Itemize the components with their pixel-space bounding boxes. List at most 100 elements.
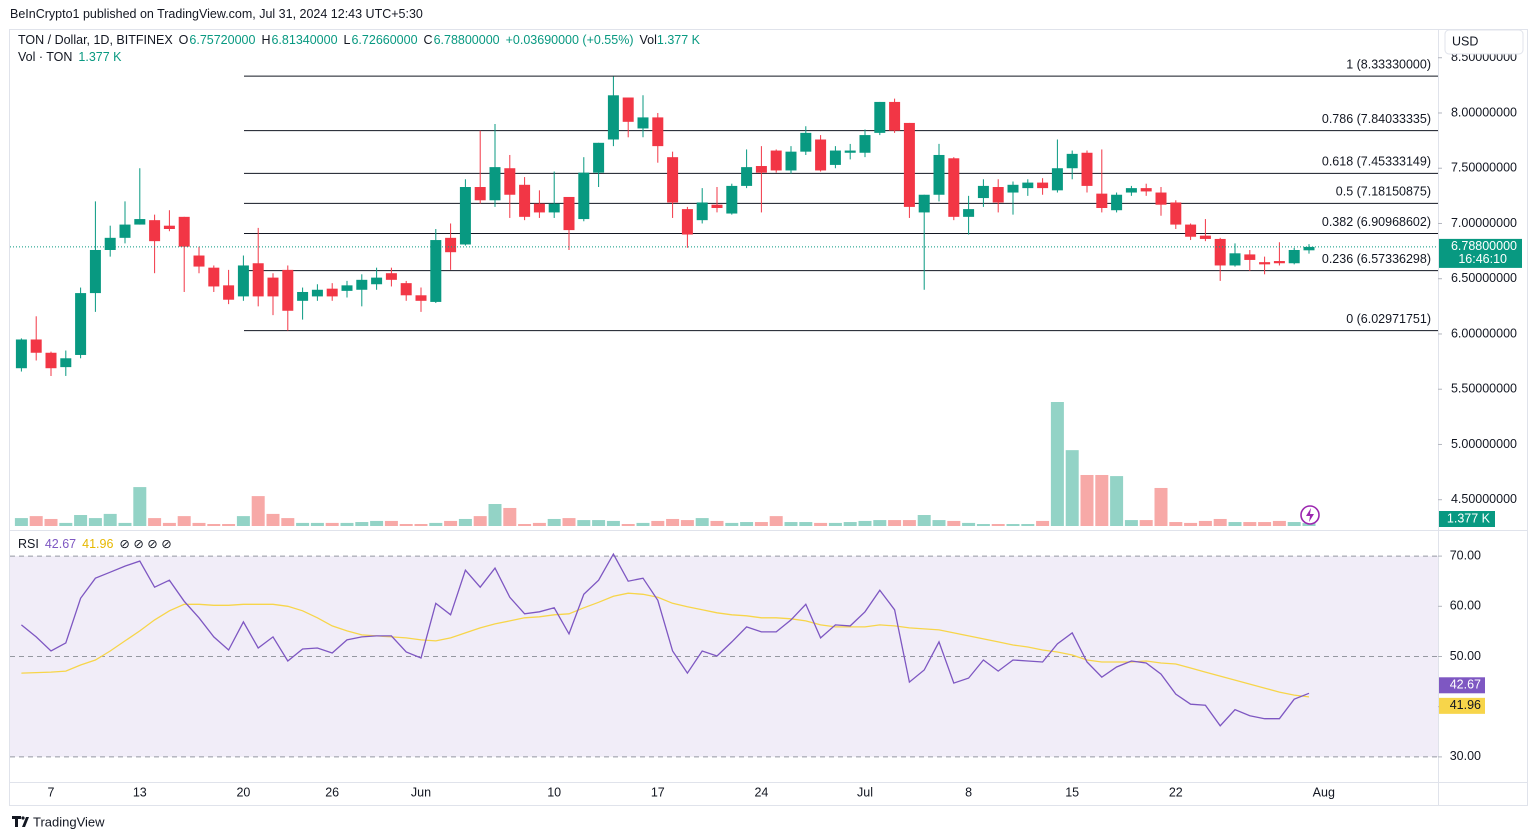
volume-bar	[1080, 474, 1094, 526]
volume-bar	[251, 496, 265, 526]
volume-bar	[843, 522, 857, 526]
candle-body	[415, 295, 427, 301]
candle-body	[1111, 194, 1123, 211]
volume-last: 1.377 K	[1447, 511, 1491, 525]
candle-body	[1303, 246, 1315, 251]
candle-body	[963, 209, 975, 217]
candle-body	[815, 139, 827, 171]
rsi-ma-value: 41.96	[82, 536, 114, 551]
volume-bar	[1036, 520, 1050, 526]
volume-bar	[162, 522, 176, 526]
candle-body	[504, 168, 516, 195]
brand-logo	[12, 816, 29, 827]
volume-bar	[902, 520, 916, 526]
candle-body	[30, 339, 42, 353]
candle-body	[681, 209, 693, 235]
currency-button[interactable]	[1444, 29, 1524, 55]
x-tick-label: 7	[48, 785, 55, 799]
candle-body	[45, 352, 57, 369]
candle-body	[1229, 253, 1241, 266]
candle-body	[1185, 224, 1197, 237]
y-tick-label: 6.50000000	[1451, 271, 1517, 285]
candle-body	[726, 185, 738, 214]
candle-body	[1170, 202, 1182, 225]
volume-bar	[355, 522, 369, 526]
candle-body	[992, 187, 1004, 203]
volume-bar	[651, 520, 665, 526]
candle-body	[15, 339, 27, 369]
candle-body	[60, 358, 72, 368]
candle-body	[119, 224, 131, 238]
volume-bar	[1006, 524, 1020, 526]
x-tick-label: 10	[547, 785, 561, 799]
volume-bar	[177, 516, 191, 526]
candle-body	[1214, 238, 1226, 266]
publisher: BeInCrypto1 published on TradingView.com…	[10, 7, 423, 21]
fib-label: 0.786 (7.84033335)	[1322, 112, 1431, 126]
volume-bar	[547, 518, 561, 526]
fib-label: 0.236 (6.57336298)	[1322, 252, 1431, 266]
candle-body	[800, 132, 812, 152]
candle-body	[459, 187, 471, 245]
symbol-row: TON / Dollar, 1D, BITFINEX O 6.75720000 H 6…	[18, 33, 700, 47]
candle-body	[297, 291, 309, 301]
x-tick-label: 15	[1065, 785, 1079, 799]
y-tick-label: 6.00000000	[1451, 326, 1517, 340]
change: +0.03690000 (+0.55%)	[505, 33, 634, 47]
candle-body	[1288, 249, 1300, 264]
publisher-row: BeInCrypto1 published on TradingView.com…	[10, 7, 423, 21]
volume-bar	[325, 522, 339, 526]
fib-label: 0.382 (6.90968602)	[1322, 215, 1431, 229]
currency[interactable]: USD	[1452, 34, 1478, 48]
x-tick-label: 26	[325, 785, 339, 799]
candle-body	[741, 167, 753, 186]
volume-bar	[1243, 522, 1257, 526]
rsi-line	[20, 552, 1310, 727]
volume-bar	[991, 524, 1005, 526]
candle-body	[578, 172, 590, 220]
candle-body	[948, 158, 960, 217]
alert-icon[interactable]	[1300, 505, 1320, 525]
candle-body	[1199, 235, 1211, 239]
volume-bar	[399, 524, 413, 526]
candle-body	[1125, 188, 1137, 193]
volume-bar	[636, 522, 650, 526]
candle-body	[696, 202, 708, 221]
volume-bar	[666, 518, 680, 526]
candle-body	[563, 196, 575, 231]
rsi-icons[interactable]: ⊘ ⊘ ⊘ ⊘	[119, 537, 172, 551]
volume-bar	[384, 520, 398, 526]
candle-body	[548, 203, 560, 213]
volume-bar	[488, 504, 502, 526]
volume-bar	[962, 522, 976, 526]
rsi-legend: RSI 42.67 41.96 ⊘ ⊘ ⊘ ⊘	[18, 536, 172, 552]
volume-bar	[769, 516, 783, 526]
candle-body	[385, 273, 397, 280]
y-tick-label: 7.00000000	[1451, 216, 1517, 230]
volume-bar	[370, 520, 384, 526]
volume-bar	[74, 515, 88, 526]
y-tick-label: 5.50000000	[1451, 382, 1517, 396]
rsi-y-tick-label: 30.00	[1450, 749, 1481, 763]
volume-bar	[503, 507, 517, 526]
candle-body	[918, 194, 930, 213]
vol-value: 1.377 K	[656, 33, 700, 47]
candle-body	[311, 289, 323, 297]
candle-body	[903, 122, 915, 207]
volume-bar	[118, 522, 132, 526]
candle-body	[1140, 188, 1152, 192]
ohlc-value: 6.72660000	[351, 33, 418, 47]
volume-bar	[1287, 522, 1301, 526]
candle-body	[1155, 192, 1167, 205]
candle-body	[1081, 152, 1093, 186]
candle-body	[667, 157, 679, 203]
candle-body	[593, 142, 605, 173]
countdown: 16:46:10	[1458, 252, 1507, 266]
volume-bar	[562, 518, 576, 526]
volume-bar	[44, 518, 58, 526]
y-tick-label: 4.50000000	[1451, 492, 1517, 506]
candle-body	[785, 151, 797, 171]
volume-bar	[473, 516, 487, 526]
candle-body	[89, 249, 101, 294]
volume-bar	[1095, 474, 1109, 526]
